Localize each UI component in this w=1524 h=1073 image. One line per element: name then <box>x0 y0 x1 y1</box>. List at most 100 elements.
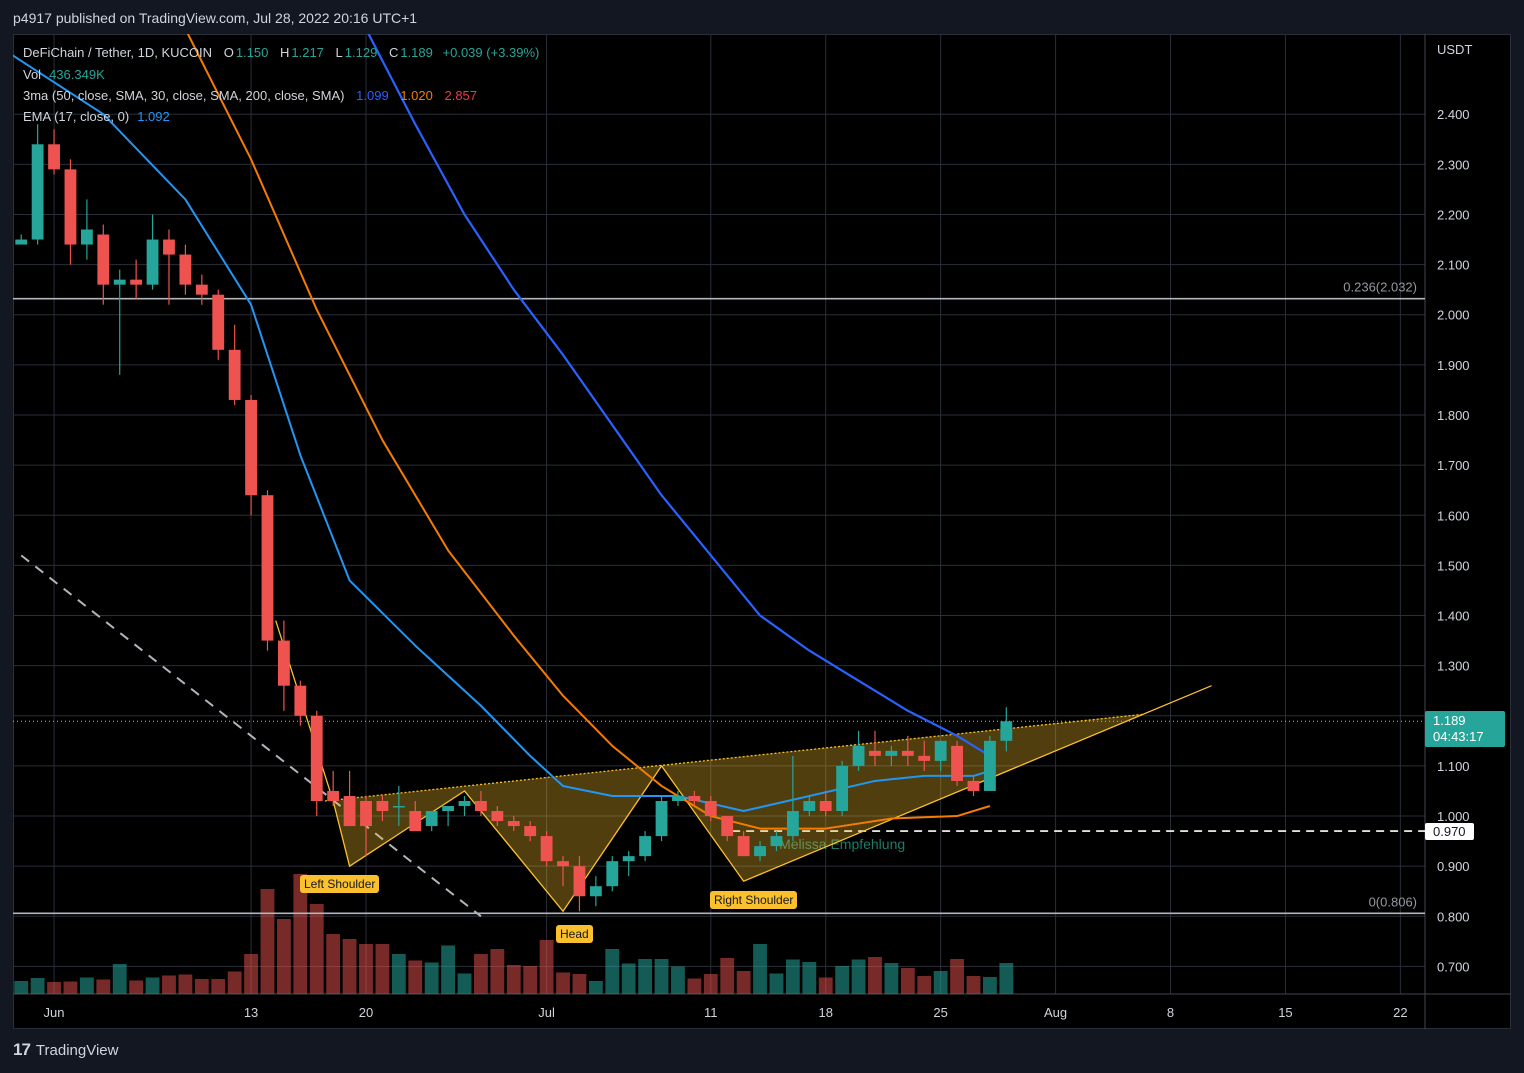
last-price-box: 1.189 04:43:17 <box>1425 711 1505 747</box>
volume-bar <box>96 979 111 994</box>
volume-bar <box>687 978 702 994</box>
candle-body <box>442 806 455 812</box>
legend-ma50-value: 1.099 <box>356 88 389 103</box>
volume-bar <box>457 973 472 994</box>
candle-body <box>655 800 668 837</box>
volume-bar <box>736 971 751 994</box>
y-tick-label: 1.300 <box>1437 659 1470 674</box>
y-tick-label: 2.300 <box>1437 157 1470 172</box>
volume-bar <box>342 939 357 994</box>
volume-bar <box>474 954 488 994</box>
y-tick-label: 1.400 <box>1437 609 1470 624</box>
volume-bar <box>802 962 817 994</box>
candle-body <box>639 836 652 857</box>
volume-bar <box>391 954 406 994</box>
legend-ma200-value: 2.857 <box>444 88 478 103</box>
dashed-trendline <box>20 554 482 918</box>
candle-body <box>343 795 356 827</box>
volume-bar <box>900 968 915 994</box>
volume-bar <box>982 977 997 994</box>
tradingview-logo-icon: 17 <box>13 1040 31 1059</box>
y-tick-label: 1.900 <box>1437 358 1470 373</box>
legend-o-value: 1.150 <box>235 45 269 60</box>
y-tick-label: 0.700 <box>1437 959 1470 974</box>
x-tick-label: Jun <box>44 1005 65 1020</box>
candle-body <box>294 685 307 716</box>
legend-h-label: H <box>279 45 290 60</box>
x-tick-label: 8 <box>1167 1005 1174 1020</box>
candle-body <box>901 750 914 756</box>
volume-bar <box>260 889 275 994</box>
pattern-neckline <box>324 713 1145 802</box>
x-tick-label: Jul <box>538 1005 555 1020</box>
y-tick-label: 2.200 <box>1437 207 1470 222</box>
volume-bar <box>47 982 61 994</box>
legend-change: +0.039 (+3.39%) <box>442 45 540 60</box>
x-tick-label: 25 <box>933 1005 947 1020</box>
y-axis-unit: USDT <box>1437 42 1472 57</box>
x-tick-label: 15 <box>1278 1005 1292 1020</box>
volume-bar <box>851 959 866 994</box>
volume-bar <box>145 977 160 994</box>
volume-bar <box>244 954 258 994</box>
candle-body <box>212 294 225 350</box>
candle-body <box>97 234 110 285</box>
volume-bar <box>999 963 1014 994</box>
pattern-fill <box>324 713 1145 912</box>
legend-symbol: DeFiChain / Tether, 1D, KUCOIN <box>23 45 213 60</box>
fib-level-label: 0.236(2.032) <box>1343 280 1417 295</box>
pattern-outline <box>275 620 1212 913</box>
candle-body <box>179 254 192 285</box>
legend-h-value: 1.217 <box>291 45 324 60</box>
candle-body <box>475 800 487 812</box>
candle-body <box>392 806 405 808</box>
legend-ma-label: 3ma (50, close, SMA, 30, close, SMA, 200… <box>23 88 345 103</box>
dashed-level-note: Melissa Empfehlung <box>779 836 905 852</box>
head-label: Head <box>556 925 593 943</box>
candle-body <box>113 279 126 285</box>
y-tick-label: 1.100 <box>1437 759 1470 774</box>
legend-volume: Vol 436.349K <box>23 67 107 82</box>
candle-body <box>327 790 340 801</box>
volume-bar <box>326 934 341 994</box>
volume-bar <box>818 977 833 994</box>
candle-body <box>688 795 701 801</box>
legend-o-label: O <box>223 45 234 60</box>
candle-body <box>458 800 471 807</box>
volume-bar <box>194 979 209 994</box>
y-tick-label: 1.600 <box>1437 508 1470 523</box>
candle-body <box>491 811 504 822</box>
price-chart[interactable]: 0.236(2.032) 0(0.806) Melissa Empfehlung 2.… <box>13 34 1511 1029</box>
candle-body <box>524 826 537 837</box>
legend-vol-label: Vol <box>23 67 42 82</box>
y-tick-label: 0.800 <box>1437 909 1470 924</box>
candle-body <box>163 239 175 255</box>
volume-bar <box>63 981 78 994</box>
volume-bar <box>441 945 456 994</box>
candle-body <box>737 836 750 857</box>
x-tick-label: 20 <box>359 1005 373 1020</box>
ma30-line <box>186 34 991 830</box>
candle-body <box>409 811 422 832</box>
volume-bar <box>293 874 308 994</box>
y-tick-label: 1.800 <box>1437 408 1470 423</box>
y-tick-label: 2.000 <box>1437 308 1470 323</box>
candle-body <box>1000 721 1013 741</box>
candle-body <box>754 846 766 857</box>
candle-body <box>507 821 520 827</box>
volume-bar <box>79 977 94 994</box>
volume-bar <box>556 972 570 994</box>
candle-body <box>869 750 881 756</box>
candle-body <box>31 144 44 240</box>
legend-vol-value: 436.349K <box>49 67 105 82</box>
volume-bar <box>162 975 176 994</box>
legend-ma30-value: 1.020 <box>400 88 433 103</box>
candle-body <box>704 800 717 817</box>
candle-body <box>967 780 980 791</box>
candle-body <box>64 169 77 245</box>
candle-body <box>770 836 783 847</box>
volume-bar <box>769 973 784 994</box>
published-caption: p4917 published on TradingView.com, Jul … <box>13 10 418 26</box>
candle-body <box>15 239 28 245</box>
